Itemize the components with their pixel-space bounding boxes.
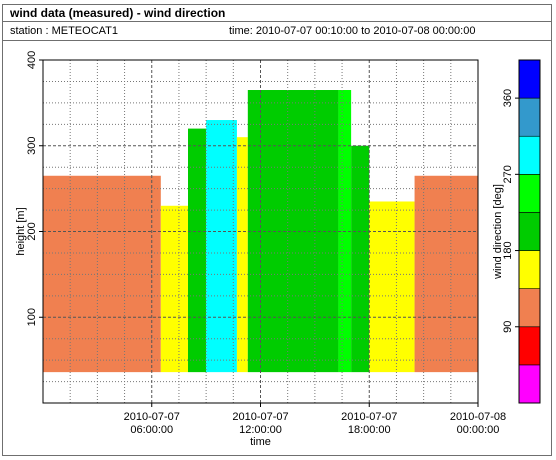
x-tick-label: 06:00:00 [130, 424, 173, 436]
data-cell [43, 175, 161, 373]
time-range-label: time: 2010-07-07 00:10:00 to 2010-07-08 … [229, 25, 476, 37]
x-tick-label: 18:00:00 [348, 424, 391, 436]
colorbar-bin [518, 59, 541, 99]
colorbar-bin [518, 364, 541, 404]
x-tick-label: 2010-07-07 [341, 411, 397, 423]
colorbar-tick-label: 360 [502, 89, 514, 107]
x-tick-label: 12:00:00 [239, 424, 282, 436]
colorbar-tick-label: 180 [502, 241, 514, 259]
data-cell [206, 120, 237, 373]
colorbar-bin [518, 326, 541, 366]
data-cell [369, 201, 415, 373]
colorbar-bin [518, 97, 541, 137]
data-cell [414, 175, 478, 373]
data-cell [160, 205, 188, 373]
colorbar-bin [518, 174, 541, 213]
y-tick-label: 400 [26, 51, 38, 69]
y-tick-label: 100 [26, 308, 38, 326]
data-cell [351, 145, 370, 373]
y-tick-label: 300 [26, 137, 38, 155]
title-bar: wind data (measured) - wind direction [3, 5, 551, 22]
x-tick-label: 00:00:00 [457, 424, 500, 436]
x-axis-label: time [250, 436, 271, 448]
colorbar-tick-label: 90 [502, 321, 514, 333]
x-tick-label: 2010-07-07 [124, 411, 180, 423]
y-tick-label: 200 [26, 222, 38, 240]
colorbar-tick-label: 270 [502, 165, 514, 183]
x-tick-label: 2010-07-08 [450, 411, 506, 423]
y-axis-label: height [m] [15, 207, 27, 255]
info-bar: station : METEOCAT1 time: 2010-07-07 00:… [3, 22, 551, 41]
colorbar-border [518, 59, 541, 404]
data-cell [188, 128, 207, 373]
chart-title: wind data (measured) - wind direction [10, 6, 226, 20]
data-cell [236, 137, 248, 373]
colorbar-bin [518, 250, 541, 289]
colorbar-bin [518, 135, 541, 175]
x-tick-label: 2010-07-07 [232, 411, 288, 423]
colorbar-bin [518, 288, 541, 328]
colorbar-bin [518, 212, 541, 251]
colorbar-label: wind direction [deg] [492, 184, 504, 280]
station-label: station : METEOCAT1 [10, 25, 118, 37]
